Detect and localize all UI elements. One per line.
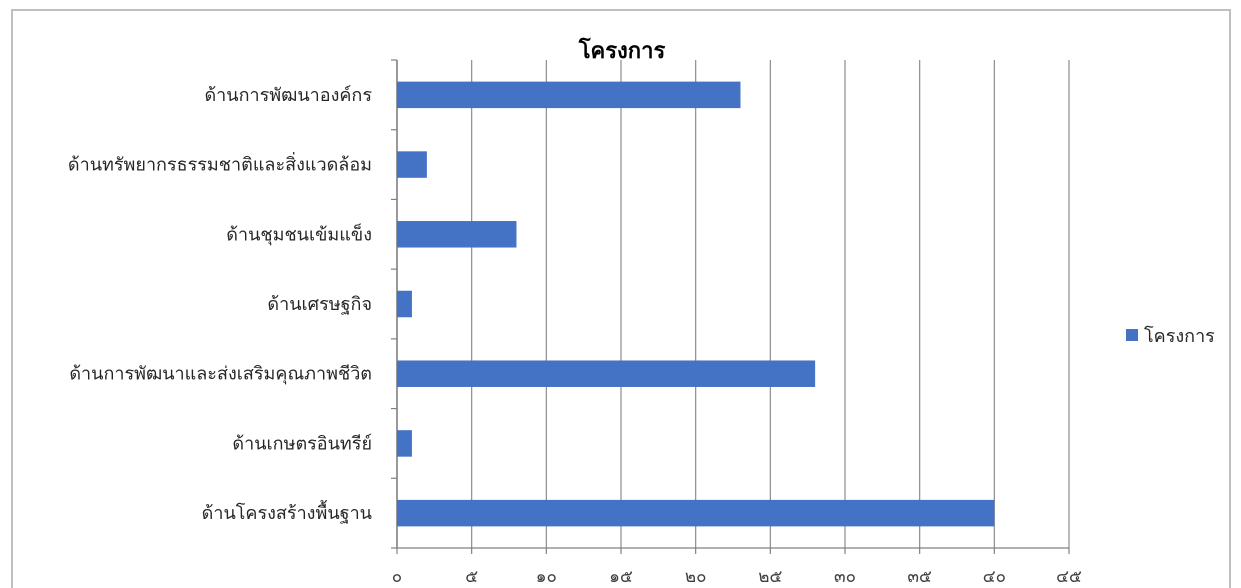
bar [397,290,412,318]
bar [397,499,995,527]
category-label: ด้านเศรษฐกิจ [267,294,372,315]
category-label: ด้านชุมชนเข้มแข็ง [226,222,372,245]
x-tick-label: ๒๐ [685,567,707,587]
x-tick-label: ๔๐ [983,567,1006,587]
legend-label: โครงการ [1144,325,1215,347]
x-tick-label: ๑๕ [609,567,633,587]
grid-lines [391,59,1070,554]
category-labels: ด้านการพัฒนาองค์กรด้านทรัพยากรธรรมชาติแล… [68,85,372,524]
x-tick-labels: ๐ ๕ ๑๐ ๑๕ ๒๐ ๒๕ ๓๐ ๓๕ ๔๐ ๔๕ [392,567,1082,587]
category-label: ด้านการพัฒนาองค์กร [204,85,372,106]
x-tick-label: ๓๐ [834,567,856,587]
x-tick-label: ๑๐ [536,567,557,587]
category-label: ด้านเกษตรอินทรีย์ [232,433,372,454]
bars [397,81,995,527]
x-tick-label: ๓๕ [907,567,932,587]
legend: โครงการ [1126,325,1215,347]
category-label: ด้านโครงสร้างพื้นฐาน [202,500,372,524]
bar [397,360,816,387]
x-tick-label: ๐ [392,567,402,587]
bar [397,221,517,248]
category-label: ด้านการพัฒนาและส่งเสริมคุณภาพชีวิต [69,364,372,385]
x-tick-label: ๕ [465,567,478,587]
bar [397,430,412,457]
bar [397,81,741,109]
chart-title: โครงการ [578,37,666,64]
bar [397,151,427,178]
category-label: ด้านทรัพยากรธรรมชาติและสิ่งแวดล้อม [68,152,372,176]
x-tick-label: ๔๕ [1056,567,1082,587]
x-tick-label: ๒๕ [758,567,782,587]
legend-swatch [1126,329,1138,341]
